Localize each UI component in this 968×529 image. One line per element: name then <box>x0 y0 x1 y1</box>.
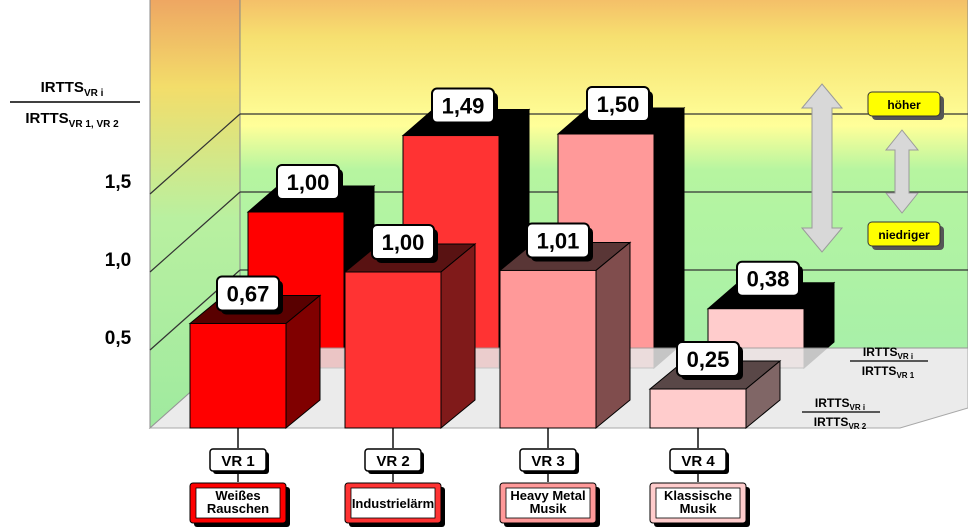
category-name: Rauschen <box>207 501 269 516</box>
data-label-front-4: 0,25 <box>676 341 743 380</box>
svg-text:IRTTSVR 1: IRTTSVR 1 <box>862 364 915 380</box>
svg-text:IRTTSVR 2: IRTTSVR 2 <box>814 415 867 431</box>
category-tag <box>519 448 577 472</box>
bar-front <box>344 271 442 429</box>
data-label: 1,00 <box>287 170 330 195</box>
double-arrow-small-icon <box>884 129 920 214</box>
data-label: 1,01 <box>537 228 580 253</box>
gridline <box>149 113 241 195</box>
data-label-back-4: 0,38 <box>736 260 803 300</box>
data-label: 0,67 <box>227 281 270 306</box>
lower-tag: niedriger <box>867 221 944 250</box>
y-tick-label: 0,5 <box>105 328 132 349</box>
category-label: VR 1 <box>221 453 254 470</box>
category-tag <box>209 448 267 472</box>
bar-front <box>649 388 747 429</box>
data-label: 1,00 <box>382 230 425 255</box>
back-series: 1,00 1,49 1,50 0,38 <box>246 86 836 370</box>
front-bar-3: 1,01 <box>498 222 632 430</box>
svg-text:IRTTSVR 1, VR 2: IRTTSVR 1, VR 2 <box>25 110 119 130</box>
data-label: 1,50 <box>597 92 640 117</box>
category-name-box <box>195 487 281 519</box>
data-label: 0,25 <box>687 347 730 372</box>
data-label: 0,38 <box>747 267 790 292</box>
data-label-back-1: 1,00 <box>276 164 343 203</box>
bar-side <box>653 106 685 370</box>
svg-text:IRTTSVR i: IRTTSVR i <box>41 79 104 99</box>
svg-text:IRTTSVR i: IRTTSVR i <box>863 345 913 361</box>
data-label-front-2: 1,00 <box>371 224 438 263</box>
data-label: 1,49 <box>442 94 485 119</box>
svg-text:niedriger: niedriger <box>878 228 930 242</box>
category-name: Klassische <box>664 488 732 503</box>
double-arrow-large-icon <box>800 83 844 253</box>
data-label-box <box>276 164 340 200</box>
category-name: Industrielärm <box>352 496 434 511</box>
bar-front <box>189 322 287 429</box>
front-series: 0,67 1,00 1,01 0,25 <box>188 222 782 430</box>
svg-text:höher: höher <box>887 98 921 112</box>
data-label-box <box>371 224 435 260</box>
category-tag <box>669 448 727 472</box>
bar-side <box>595 241 631 430</box>
svg-text:IRTTSVR i: IRTTSVR i <box>815 396 865 412</box>
data-label-back-2: 1,49 <box>431 87 498 127</box>
data-label-front-3: 1,01 <box>526 222 593 262</box>
front-bar-2: 1,00 <box>343 224 477 430</box>
category-name-box <box>655 487 741 519</box>
category-label: VR 3 <box>531 453 564 470</box>
series-label-vr1: IRTTSVR i IRTTSVR 1 <box>850 345 928 380</box>
comparison-annotation: höher niedriger <box>800 83 944 253</box>
category-name: Musik <box>530 501 568 516</box>
category-name-box <box>505 487 591 519</box>
data-label-box <box>526 222 590 259</box>
category-name: Weißes <box>215 488 260 503</box>
bar-side <box>440 242 476 430</box>
y-axis-label: IRTTSVR i IRTTSVR 1, VR 2 <box>10 79 140 130</box>
category-label: VR 4 <box>681 453 715 470</box>
category-2: VR 2 Industrielärm <box>344 428 445 527</box>
data-label-front-1: 0,67 <box>216 275 283 315</box>
category-name-box <box>350 487 436 519</box>
y-tick-label: 1,0 <box>105 250 131 271</box>
data-label-box <box>586 86 650 122</box>
y-tick-labels: 0,5 1,0 1,5 <box>105 172 132 349</box>
category-name: Heavy Metal <box>510 488 585 503</box>
front-bar-1: 0,67 <box>188 275 322 430</box>
data-label-box <box>676 341 740 377</box>
data-label-box <box>431 87 495 124</box>
data-label-box <box>736 260 800 297</box>
data-label-box <box>216 275 280 312</box>
data-label-back-3: 1,50 <box>586 86 653 125</box>
category-label: VR 2 <box>376 453 409 470</box>
front-bar-4: 0,25 <box>648 341 782 430</box>
category-tag <box>364 448 422 472</box>
series-label-vr2: IRTTSVR i IRTTSVR 2 <box>802 396 880 431</box>
category-name: Musik <box>680 501 718 516</box>
higher-tag: höher <box>867 91 944 120</box>
y-tick-label: 1,5 <box>105 172 132 193</box>
bar-front <box>499 269 597 429</box>
gridline <box>149 191 241 273</box>
